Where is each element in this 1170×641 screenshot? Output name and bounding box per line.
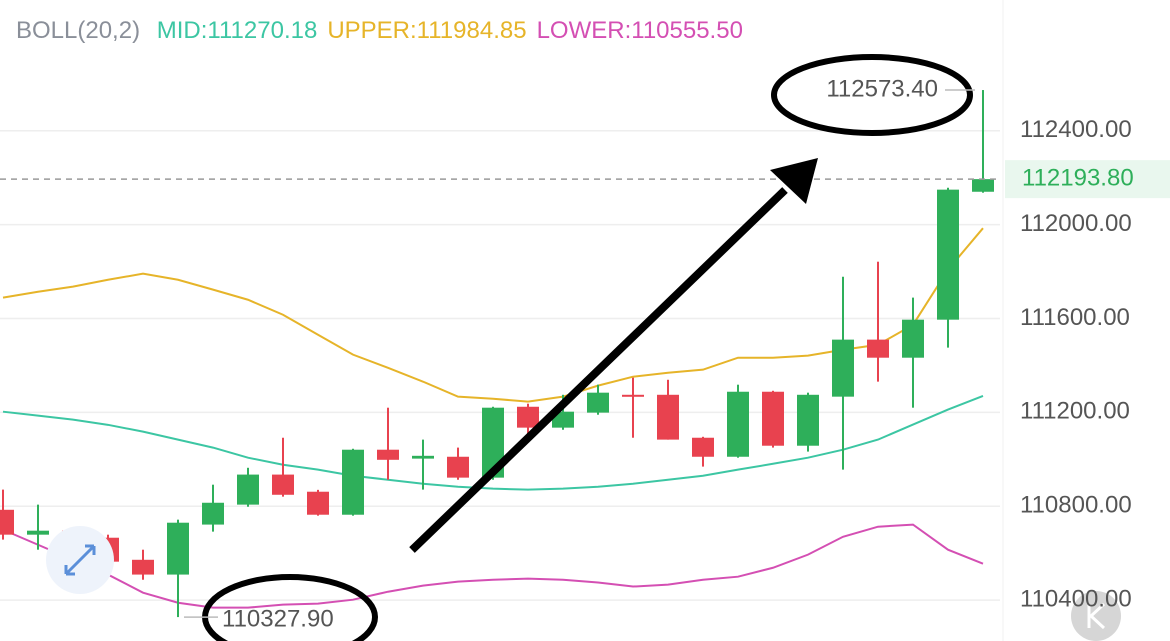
candle-body bbox=[832, 339, 854, 397]
y-tick-label: 112000.00 bbox=[1020, 210, 1132, 237]
highlight-ellipse bbox=[771, 54, 973, 136]
indicator-value: 110555.50 bbox=[631, 17, 743, 44]
logo-mark bbox=[1087, 602, 1106, 630]
indicator-value: 111270.18 bbox=[207, 17, 317, 44]
candle-body bbox=[377, 449, 399, 460]
candle-body bbox=[762, 391, 784, 446]
candle-body bbox=[937, 189, 959, 320]
y-tick-label: 111200.00 bbox=[1020, 398, 1130, 425]
indicator-name: UPPER: bbox=[327, 17, 416, 44]
candle-body bbox=[552, 411, 574, 428]
candle-body bbox=[307, 491, 329, 515]
candle-body bbox=[727, 391, 749, 457]
candle-body bbox=[482, 407, 504, 478]
candle-body bbox=[867, 339, 889, 358]
band-line bbox=[2, 394, 984, 491]
candle-body bbox=[412, 455, 434, 459]
y-tick-label: 110800.00 bbox=[1020, 492, 1132, 519]
candle-body bbox=[587, 392, 609, 413]
candle-body bbox=[902, 319, 924, 358]
expand-icon bbox=[64, 544, 96, 576]
indicator-name: LOWER: bbox=[537, 17, 632, 44]
candle-body bbox=[167, 522, 189, 575]
last-price-tag bbox=[1005, 160, 1170, 199]
candle-body bbox=[0, 509, 14, 535]
candle-body bbox=[622, 394, 644, 397]
logo bbox=[1071, 591, 1121, 641]
arrow-head bbox=[770, 158, 818, 204]
band-line bbox=[2, 523, 984, 609]
candle-body bbox=[202, 502, 224, 525]
high-label: 112573.40 bbox=[826, 75, 938, 102]
candle-body bbox=[657, 394, 679, 440]
candle-body bbox=[517, 406, 539, 428]
candle-body bbox=[447, 456, 469, 478]
candle-body bbox=[342, 449, 364, 515]
candle-body bbox=[797, 394, 819, 446]
plot bbox=[0, 90, 1000, 618]
indicator-title: BOLL(20,2) bbox=[16, 17, 140, 44]
y-tick-label: 110400.00 bbox=[1020, 586, 1132, 613]
candle-body bbox=[692, 437, 714, 457]
candle-body bbox=[237, 474, 259, 505]
indicator-value: 111984.85 bbox=[417, 17, 527, 44]
low-label: 110327.90 bbox=[222, 605, 334, 632]
y-tick-label: 112400.00 bbox=[1020, 116, 1132, 143]
candle-body bbox=[972, 179, 994, 192]
candle-body bbox=[132, 559, 154, 575]
candle-body bbox=[27, 530, 49, 535]
indicator-header: BOLL(20,2) MID:111270.18 UPPER:111984.85 L… bbox=[16, 17, 743, 44]
last-price-label: 112193.80 bbox=[1022, 164, 1134, 191]
y-tick-label: 111600.00 bbox=[1020, 304, 1130, 331]
candle-body bbox=[272, 474, 294, 495]
indicator-name: MID: bbox=[157, 17, 208, 44]
arrow-shaft bbox=[409, 187, 788, 553]
band-line bbox=[2, 227, 984, 403]
